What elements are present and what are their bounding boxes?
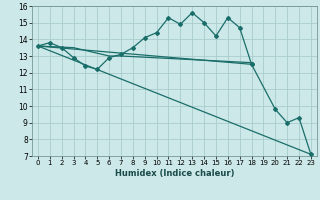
X-axis label: Humidex (Indice chaleur): Humidex (Indice chaleur) (115, 169, 234, 178)
